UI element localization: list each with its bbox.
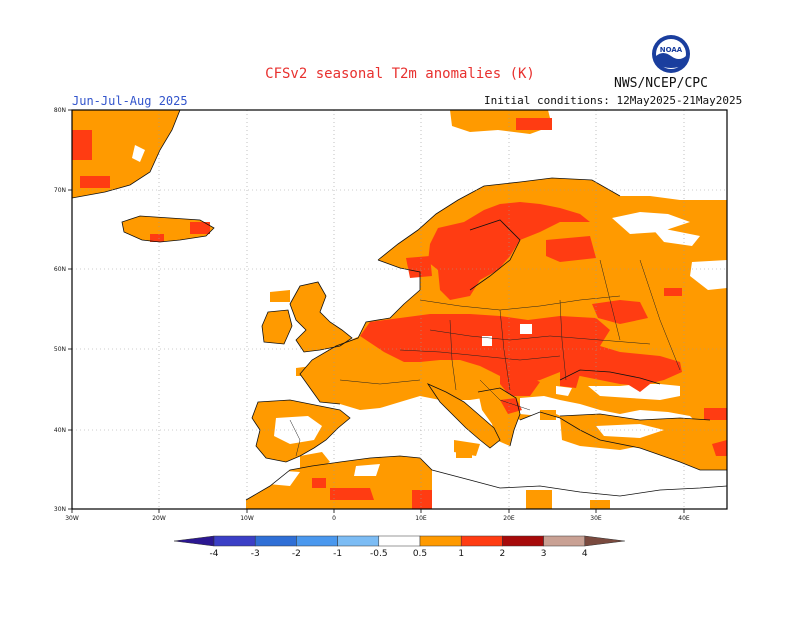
agency-label: NWS/NCEP/CPC [614, 76, 708, 91]
lon-label: 40E [678, 515, 690, 522]
iceland-region [122, 216, 214, 242]
colorbar-segment [213, 535, 256, 547]
colorbar-cap-high [584, 535, 625, 547]
colorbar-label: -0.5 [370, 549, 388, 559]
lon-label: 20E [503, 515, 515, 522]
colorbar-label: -1 [333, 549, 342, 559]
lon-label: 30E [590, 515, 602, 522]
colorbar-segment [378, 535, 421, 547]
lon-label: 30W [65, 515, 79, 522]
lat-label: 30N [54, 506, 66, 513]
greenland-region [72, 110, 180, 198]
graticule [72, 110, 727, 509]
colorbar-label: 4 [582, 549, 588, 559]
colorbar-segment [254, 535, 297, 547]
colorbar-segment [419, 535, 462, 547]
colorbar-label: -2 [292, 549, 301, 559]
map-frame [71, 109, 728, 510]
southern-europe-region [428, 384, 522, 456]
northern-europe-region [358, 178, 727, 470]
lon-label: 0 [332, 515, 336, 522]
latitude-labels: 80N 70N 60N 50N 40N 30N [54, 107, 66, 513]
western-europe-region [252, 336, 500, 470]
colorbar-label: 2 [500, 549, 506, 559]
colorbar-label: 3 [541, 549, 547, 559]
initial-conditions: Initial conditions: 12May2025-21May2025 [484, 94, 743, 107]
axis-ticks [68, 109, 685, 513]
lon-label: 10W [240, 515, 254, 522]
colorbar-segment [543, 535, 586, 547]
colorbar-segment [460, 535, 503, 547]
colorbar-label: -4 [210, 549, 219, 559]
longitude-labels: 30W 20W 10W 0 10E 20E 30E 40E [65, 515, 690, 522]
coastlines [72, 110, 727, 501]
logo-text: NOAA [660, 46, 683, 54]
lat-label: 50N [54, 346, 66, 353]
colorbar-label: 0.5 [413, 549, 427, 559]
colorbar-label: 1 [458, 549, 464, 559]
noaa-logo-icon: NOAA [652, 35, 690, 73]
lon-label: 10E [415, 515, 427, 522]
map-canvas [72, 110, 727, 509]
country-borders [289, 259, 681, 457]
colorbar-cap-low [173, 535, 215, 547]
lat-label: 80N [54, 107, 66, 114]
map-title: CFSv2 seasonal T2m anomalies (K) [265, 66, 535, 82]
lat-label: 70N [54, 187, 66, 194]
forecast-period: Jun-Jul-Aug 2025 [72, 94, 188, 108]
lat-label: 40N [54, 427, 66, 434]
north-africa-region [246, 448, 610, 509]
british-isles-region [262, 282, 352, 376]
colorbar-segment [337, 535, 380, 547]
colorbar-segments [173, 535, 625, 547]
lat-label: 60N [54, 266, 66, 273]
turkey-region [560, 414, 727, 470]
colorbar-segment [296, 535, 338, 547]
lon-label: 20W [152, 515, 166, 522]
colorbar-label: -3 [251, 549, 260, 559]
colorbar-labels: -4 -3 -2 -1 -0.5 0.5 1 2 3 4 [210, 549, 588, 559]
colorbar-segment [502, 535, 544, 547]
